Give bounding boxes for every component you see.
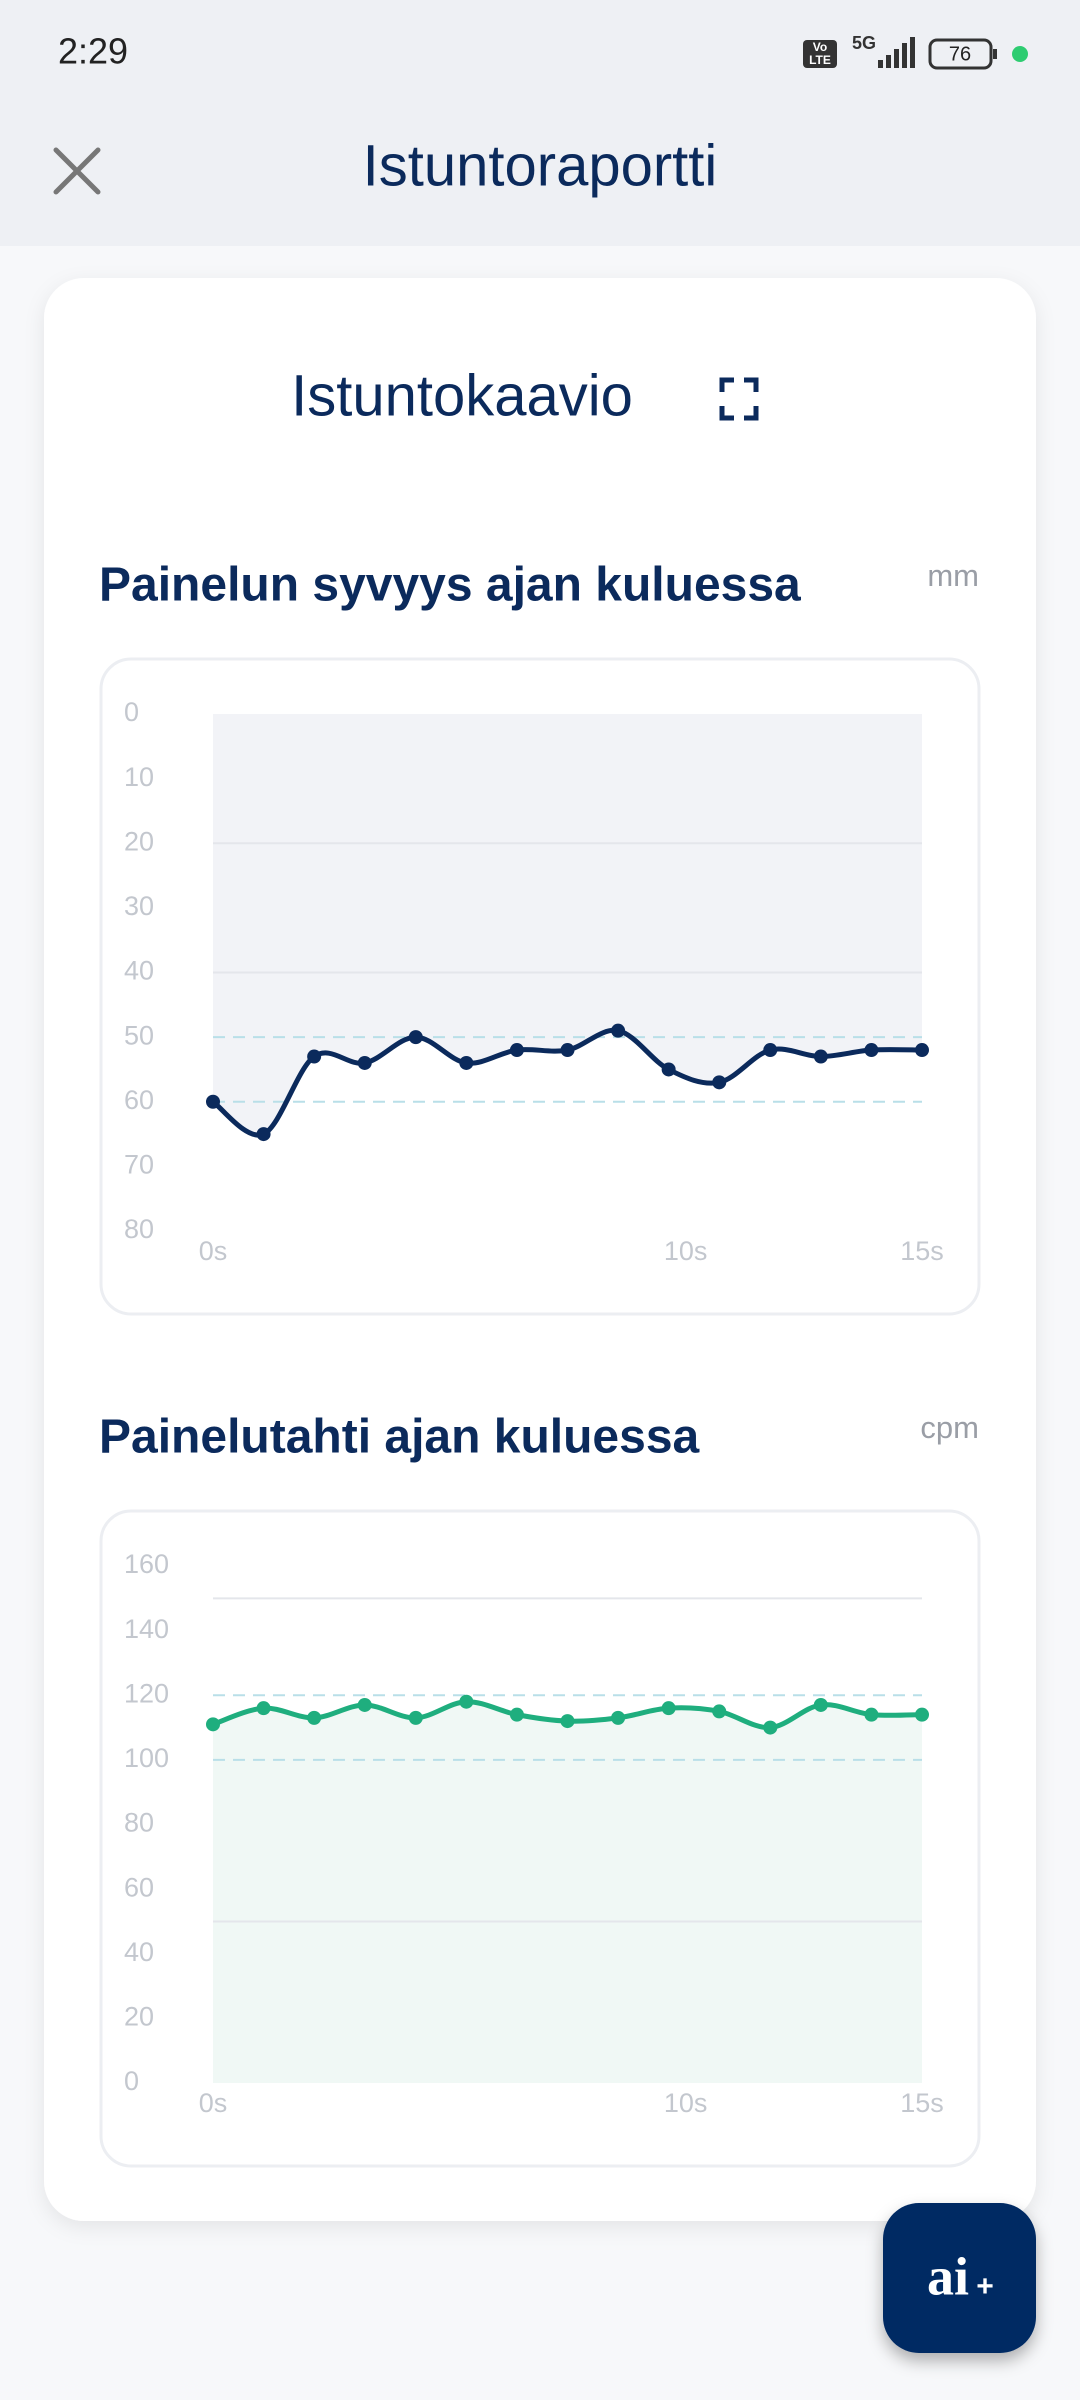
y-tick-label: 30 xyxy=(124,891,154,921)
volte-bottom: LTE xyxy=(809,53,831,67)
data-point xyxy=(712,1075,727,1090)
chart-unit: cpm xyxy=(920,1410,979,1445)
x-tick-label: 0s xyxy=(199,1236,228,1266)
y-tick-label: 120 xyxy=(124,1678,169,1708)
x-tick-label: 0s xyxy=(199,2088,228,2118)
ai-label: ai xyxy=(927,2246,969,2306)
data-point xyxy=(813,1697,828,1712)
volte-icon xyxy=(803,40,837,68)
status-time: 2:29 xyxy=(58,31,128,72)
data-point xyxy=(357,1697,372,1712)
data-point xyxy=(307,1710,322,1725)
header-bg xyxy=(0,0,1080,246)
y-tick-label: 60 xyxy=(124,1085,154,1115)
ai-button[interactable] xyxy=(883,2203,1036,2353)
x-tick-label: 10s xyxy=(664,2088,708,2118)
data-point xyxy=(206,1094,220,1109)
data-point xyxy=(661,1062,676,1077)
data-point xyxy=(307,1049,322,1064)
y-tick-label: 140 xyxy=(124,1614,169,1644)
data-point xyxy=(509,1707,524,1722)
y-tick-label: 50 xyxy=(124,1020,154,1050)
data-point xyxy=(915,1043,929,1058)
data-point xyxy=(256,1127,271,1142)
area-fill xyxy=(213,714,922,1136)
data-point xyxy=(560,1714,575,1729)
signal-icon xyxy=(878,37,915,68)
status-dot xyxy=(1012,46,1028,62)
y-tick-label: 20 xyxy=(124,2002,154,2032)
data-point xyxy=(864,1043,879,1058)
data-point xyxy=(763,1720,778,1735)
data-point xyxy=(357,1055,372,1070)
y-tick-label: 0 xyxy=(124,697,139,727)
data-point xyxy=(560,1043,575,1058)
y-tick-label: 0 xyxy=(124,2066,139,2096)
chart-unit: mm xyxy=(927,558,979,593)
area-fill xyxy=(213,1701,922,2083)
y-tick-label: 100 xyxy=(124,1743,169,1773)
expand-button[interactable] xyxy=(719,377,759,421)
data-point xyxy=(206,1717,220,1732)
data-point xyxy=(611,1710,626,1725)
battery-icon xyxy=(928,38,993,70)
data-point xyxy=(408,1710,423,1725)
header-title: Istuntoraportti xyxy=(363,133,718,198)
data-point xyxy=(509,1043,524,1058)
battery-tip xyxy=(993,49,997,59)
ai-sup: + xyxy=(976,2270,994,2303)
data-point xyxy=(864,1707,879,1722)
data-point xyxy=(459,1694,474,1709)
data-point xyxy=(763,1043,778,1058)
y-tick-label: 70 xyxy=(124,1150,154,1180)
data-point xyxy=(459,1055,474,1070)
x-tick-label: 15s xyxy=(900,2088,944,2118)
battery-level: 76 xyxy=(949,43,971,65)
card-title: Istuntokaavio xyxy=(291,363,633,428)
y-tick-label: 10 xyxy=(124,762,154,792)
data-point xyxy=(661,1701,676,1716)
y-tick-label: 40 xyxy=(124,1937,154,1967)
chart-title: Painelun syvyys ajan kuluessa xyxy=(99,559,801,612)
data-point xyxy=(256,1701,271,1716)
x-tick-label: 15s xyxy=(900,1236,944,1266)
y-tick-label: 160 xyxy=(124,1549,169,1579)
close-button[interactable] xyxy=(53,147,101,195)
data-point xyxy=(915,1707,929,1722)
data-point xyxy=(813,1049,828,1064)
data-point xyxy=(408,1030,423,1045)
data-point xyxy=(712,1704,727,1719)
network-label: 5G xyxy=(852,33,876,53)
data-point xyxy=(611,1023,626,1038)
x-tick-label: 10s xyxy=(664,1236,708,1266)
y-tick-label: 40 xyxy=(124,956,154,986)
volte-top: Vo xyxy=(813,40,827,54)
y-tick-label: 80 xyxy=(124,1214,154,1244)
y-tick-label: 20 xyxy=(124,826,154,856)
chart-title: Painelutahti ajan kuluessa xyxy=(99,1411,700,1464)
y-tick-label: 80 xyxy=(124,1808,154,1838)
y-tick-label: 60 xyxy=(124,1872,154,1902)
